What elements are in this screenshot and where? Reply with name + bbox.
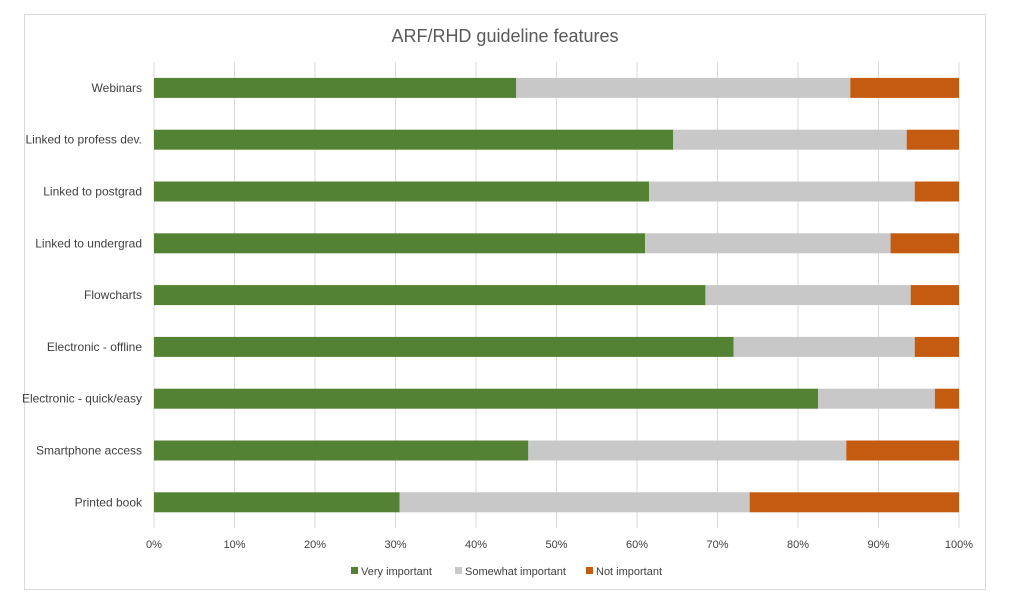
bar-segment — [934, 388, 959, 409]
bar-segment — [154, 285, 706, 306]
bar-segment — [733, 336, 915, 357]
bars — [154, 77, 959, 513]
bar-segment — [528, 440, 847, 461]
bar-segment — [890, 233, 959, 254]
bar-segment — [846, 440, 959, 461]
category-label: Printed book — [75, 495, 143, 509]
bar-segment — [154, 440, 529, 461]
bar-segment — [154, 233, 646, 254]
category-label: Linked to undergrad — [35, 236, 142, 250]
category-labels: Webinars Linked to profess dev. Linked to … — [22, 81, 143, 509]
bar-segment — [914, 181, 959, 202]
legend-label: Very important — [361, 566, 432, 578]
bar-segment — [516, 77, 851, 98]
tick-label: 0% — [146, 539, 162, 551]
legend-swatch — [455, 567, 462, 574]
legend-label: Not important — [596, 566, 662, 578]
chart-title: ARF/RHD guideline features — [391, 26, 618, 46]
bar-segment — [910, 285, 959, 306]
tick-label: 10% — [223, 539, 245, 551]
bar-segment — [154, 129, 674, 150]
tick-label: 90% — [867, 539, 889, 551]
category-label: Electronic - quick/easy — [22, 392, 142, 406]
tick-label: 60% — [626, 539, 648, 551]
bar-segment — [154, 388, 819, 409]
legend-label: Somewhat important — [465, 566, 566, 578]
bar-segment — [749, 492, 959, 513]
tick-label: 100% — [945, 539, 973, 551]
tick-label: 20% — [304, 539, 326, 551]
tick-label: 50% — [545, 539, 567, 551]
bar-segment — [649, 181, 915, 202]
bar-segment — [399, 492, 750, 513]
bar-segment — [154, 336, 734, 357]
bar-segment — [154, 181, 650, 202]
category-label: Webinars — [92, 81, 142, 95]
bar-segment — [154, 492, 400, 513]
legend-swatch — [351, 567, 358, 574]
tick-label: 40% — [465, 539, 487, 551]
tick-label: 70% — [706, 539, 728, 551]
tick-label: 30% — [384, 539, 406, 551]
category-label: Linked to profess dev. — [25, 133, 142, 147]
bar-segment — [906, 129, 959, 150]
bar-segment — [818, 388, 935, 409]
bar-segment — [850, 77, 959, 98]
category-label: Electronic - offline — [47, 340, 142, 354]
category-label: Flowcharts — [84, 288, 142, 302]
legend-swatch — [586, 567, 593, 574]
legend: Very important Somewhat important Not impo… — [351, 566, 662, 578]
bar-segment — [673, 129, 907, 150]
bar-segment — [914, 336, 959, 357]
category-label: Smartphone access — [36, 444, 142, 458]
x-axis-ticks: 0% 10% 20% 30% 40% 50% 60% 70% 80% 90% 100% — [146, 539, 973, 551]
bar-segment — [705, 285, 911, 306]
bar-segment — [154, 77, 517, 98]
tick-label: 80% — [787, 539, 809, 551]
category-label: Linked to postgrad — [43, 185, 142, 199]
bar-segment — [645, 233, 891, 254]
